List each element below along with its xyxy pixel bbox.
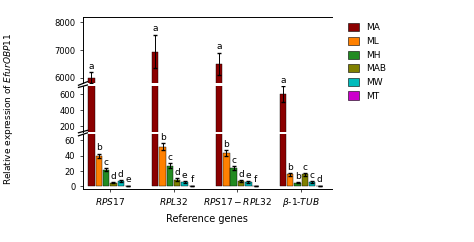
- Text: Relative expression of $\it{EfurOBP11}$: Relative expression of $\it{EfurOBP11}$: [2, 33, 15, 185]
- Bar: [245, 182, 252, 186]
- Text: f: f: [254, 175, 257, 184]
- Bar: [167, 140, 173, 142]
- Text: b: b: [223, 140, 229, 149]
- X-axis label: Reference genes: Reference genes: [166, 214, 248, 224]
- Text: e: e: [125, 175, 131, 184]
- Text: d: d: [118, 170, 124, 179]
- Text: c: c: [167, 153, 173, 162]
- Text: e: e: [246, 171, 251, 180]
- Text: e: e: [182, 171, 187, 180]
- Bar: [182, 141, 188, 142]
- Text: d: d: [174, 168, 180, 177]
- Bar: [230, 140, 237, 142]
- Text: b: b: [160, 133, 165, 142]
- Text: c: c: [310, 171, 315, 180]
- Bar: [159, 147, 166, 186]
- Bar: [280, 227, 286, 242]
- Bar: [96, 139, 102, 142]
- Text: b: b: [287, 163, 293, 172]
- Bar: [118, 141, 124, 142]
- Text: b: b: [295, 172, 301, 181]
- Bar: [96, 156, 102, 186]
- Bar: [159, 138, 166, 142]
- Bar: [309, 182, 315, 186]
- Bar: [309, 141, 315, 142]
- Text: c: c: [302, 163, 307, 172]
- Bar: [301, 141, 308, 142]
- Bar: [167, 166, 173, 186]
- Bar: [216, 0, 222, 186]
- Bar: [245, 141, 252, 142]
- Text: a: a: [89, 62, 94, 71]
- Bar: [174, 180, 181, 186]
- Text: f: f: [190, 175, 193, 184]
- Text: d: d: [317, 175, 322, 184]
- Bar: [152, 52, 158, 242]
- Bar: [216, 64, 222, 242]
- Bar: [294, 183, 301, 186]
- Bar: [88, 0, 95, 142]
- Bar: [103, 170, 109, 186]
- Bar: [103, 140, 109, 142]
- Bar: [88, 0, 95, 186]
- Bar: [216, 0, 222, 142]
- Bar: [238, 141, 244, 142]
- Text: a: a: [216, 42, 222, 51]
- Text: a: a: [153, 24, 158, 33]
- Bar: [223, 153, 229, 186]
- Bar: [223, 138, 229, 142]
- Bar: [174, 141, 181, 142]
- Bar: [152, 0, 158, 142]
- Bar: [287, 141, 293, 142]
- Text: c: c: [104, 158, 109, 167]
- Bar: [238, 181, 244, 186]
- Bar: [301, 174, 308, 186]
- Text: d: d: [110, 172, 116, 181]
- Text: b: b: [96, 143, 101, 152]
- Text: a: a: [280, 76, 285, 85]
- Bar: [152, 0, 158, 186]
- Bar: [118, 181, 124, 186]
- Text: d: d: [238, 170, 244, 179]
- Bar: [280, 94, 286, 142]
- Text: c: c: [231, 156, 236, 165]
- Bar: [182, 182, 188, 186]
- Bar: [110, 183, 117, 186]
- Bar: [287, 174, 293, 186]
- Legend: MA, ML, MH, MAB, MW, MT: MA, ML, MH, MAB, MW, MT: [346, 22, 388, 102]
- Bar: [88, 78, 95, 242]
- Bar: [230, 168, 237, 186]
- Bar: [280, 0, 286, 186]
